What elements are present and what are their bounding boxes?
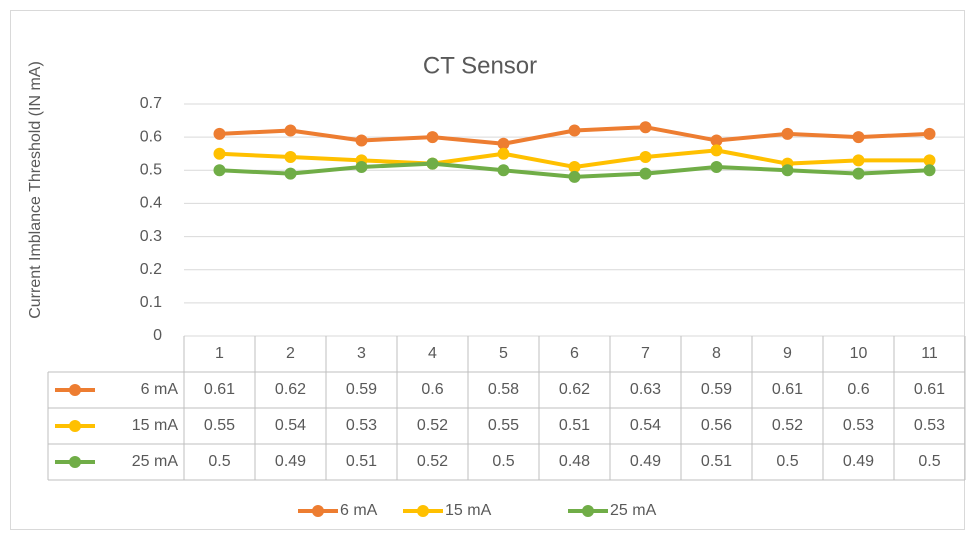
y-tick-label: 0.4 — [140, 195, 162, 212]
table-cell: 0.55 — [204, 417, 235, 434]
table-cell: 0.6 — [847, 381, 869, 398]
x-tick-label: 1 — [215, 345, 224, 362]
y-tick-label: 0.3 — [140, 228, 162, 245]
x-tick-label: 11 — [921, 345, 938, 362]
table-legend-key — [69, 384, 81, 396]
legend-key — [312, 505, 324, 517]
table-cell: 0.49 — [275, 453, 306, 470]
table-cell: 0.63 — [630, 381, 661, 398]
data-point — [781, 127, 794, 140]
data-point — [710, 144, 723, 157]
table-cell: 0.61 — [772, 381, 803, 398]
data-point — [923, 154, 936, 167]
legend-label: 6 mA — [340, 502, 378, 519]
table-legend-key — [69, 420, 81, 432]
table-cell: 0.52 — [417, 417, 448, 434]
x-tick-label: 5 — [499, 345, 508, 362]
x-tick-label: 8 — [712, 345, 721, 362]
table-row-label: 6 mA — [141, 381, 179, 398]
table-cell: 0.52 — [417, 453, 448, 470]
table-cell: 0.49 — [843, 453, 874, 470]
table-cell: 0.59 — [701, 381, 732, 398]
data-point — [284, 151, 297, 164]
table-legend-key — [69, 456, 81, 468]
data-point — [568, 170, 581, 183]
data-point — [852, 154, 865, 167]
legend-key — [417, 505, 429, 517]
table-cell: 0.48 — [559, 453, 590, 470]
data-point — [355, 134, 368, 147]
x-tick-label: 6 — [570, 345, 579, 362]
data-point — [568, 124, 581, 137]
table-cell: 0.52 — [772, 417, 803, 434]
data-point — [781, 164, 794, 177]
y-tick-label: 0.1 — [140, 294, 162, 311]
table-cell: 0.61 — [204, 381, 235, 398]
table-row-label: 15 mA — [132, 417, 179, 434]
table-cell: 0.5 — [918, 453, 940, 470]
chart-title: CT Sensor — [423, 52, 537, 79]
table-cell: 0.51 — [346, 453, 377, 470]
table-cell: 0.5 — [776, 453, 798, 470]
data-point — [213, 127, 226, 140]
data-point — [710, 160, 723, 173]
table-cell: 0.5 — [208, 453, 230, 470]
y-tick-label: 0.6 — [140, 128, 162, 145]
data-point — [355, 160, 368, 173]
table-row-label: 25 mA — [132, 453, 179, 470]
table-cell: 0.56 — [701, 417, 732, 434]
data-point — [923, 127, 936, 140]
data-point — [497, 147, 510, 160]
data-point — [426, 157, 439, 170]
table-cell: 0.58 — [488, 381, 519, 398]
data-point — [639, 121, 652, 134]
table-cell: 0.49 — [630, 453, 661, 470]
table-cell: 0.53 — [843, 417, 874, 434]
data-point — [497, 137, 510, 150]
x-tick-label: 4 — [428, 345, 437, 362]
legend-key — [582, 505, 594, 517]
table-cell: 0.61 — [914, 381, 945, 398]
legend-label: 25 mA — [610, 502, 657, 519]
x-tick-label: 9 — [783, 345, 792, 362]
data-point — [852, 131, 865, 144]
data-point — [284, 167, 297, 180]
data-point — [639, 151, 652, 164]
legend-label: 15 mA — [445, 502, 492, 519]
table-cell: 0.53 — [914, 417, 945, 434]
table-cell: 0.59 — [346, 381, 377, 398]
data-point — [568, 160, 581, 173]
data-point — [923, 164, 936, 177]
y-tick-label: 0 — [153, 327, 162, 344]
table-cell: 0.55 — [488, 417, 519, 434]
table-cell: 0.54 — [275, 417, 306, 434]
x-tick-label: 2 — [286, 345, 295, 362]
table-cell: 0.51 — [701, 453, 732, 470]
table-cell: 0.54 — [630, 417, 661, 434]
table-cell: 0.62 — [275, 381, 306, 398]
y-axis-label: Current Imblance Threshold (IN mA) — [27, 61, 44, 319]
data-point — [284, 124, 297, 137]
data-point — [213, 147, 226, 160]
y-tick-label: 0.5 — [140, 162, 162, 179]
x-tick-label: 10 — [850, 345, 868, 362]
data-point — [710, 134, 723, 147]
table-cell: 0.62 — [559, 381, 590, 398]
x-tick-label: 3 — [357, 345, 366, 362]
data-point — [852, 167, 865, 180]
table-cell: 0.53 — [346, 417, 377, 434]
x-tick-label: 7 — [641, 345, 650, 362]
data-point — [213, 164, 226, 177]
table-cell: 0.51 — [559, 417, 590, 434]
y-tick-label: 0.2 — [140, 261, 162, 278]
table-cell: 0.6 — [421, 381, 443, 398]
y-tick-label: 0.7 — [140, 95, 162, 112]
data-point — [497, 164, 510, 177]
data-point — [639, 167, 652, 180]
data-point — [426, 131, 439, 144]
table-cell: 0.5 — [492, 453, 514, 470]
